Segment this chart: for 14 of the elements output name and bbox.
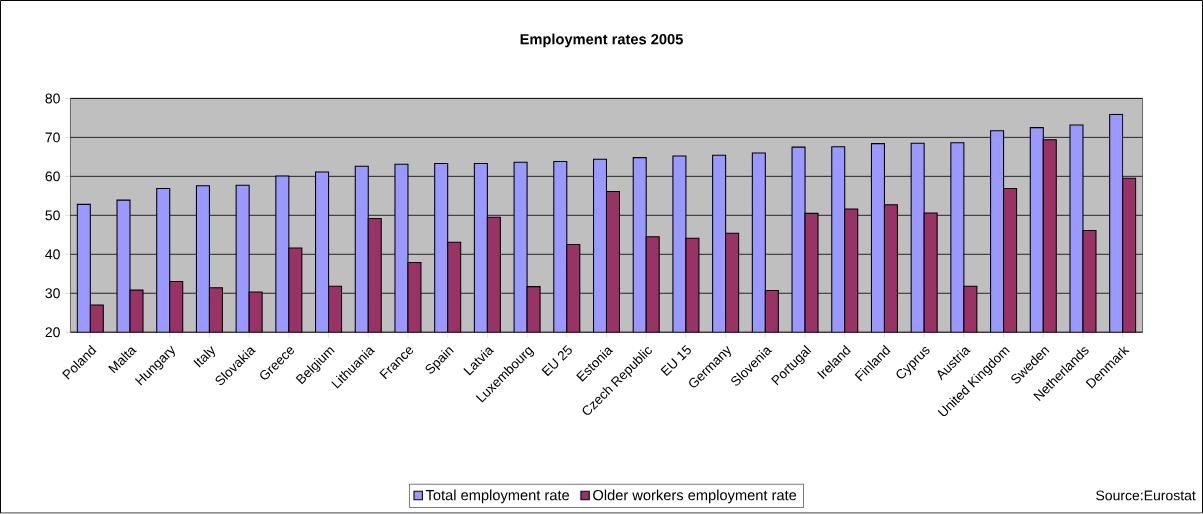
legend-label: Total employment rate — [425, 489, 570, 504]
chart-title: Employment rates 2005 — [520, 33, 683, 48]
y-tick-label: 30 — [45, 288, 60, 299]
y-tick-label: 50 — [45, 210, 60, 221]
x-tick-label: EU 25 — [541, 345, 572, 377]
y-tick-label: 20 — [45, 327, 60, 338]
x-tick-label: EU 15 — [660, 345, 691, 377]
y-tick-label: 60 — [45, 171, 60, 182]
y-tick-label: 80 — [45, 93, 60, 104]
source-note: Source:Eurostat — [1096, 490, 1196, 501]
y-tick-label: 70 — [45, 132, 60, 143]
y-tick-label: 40 — [45, 249, 60, 260]
x-tick-label: Italy — [193, 346, 215, 368]
legend-label: Older workers employment rate — [593, 489, 797, 504]
